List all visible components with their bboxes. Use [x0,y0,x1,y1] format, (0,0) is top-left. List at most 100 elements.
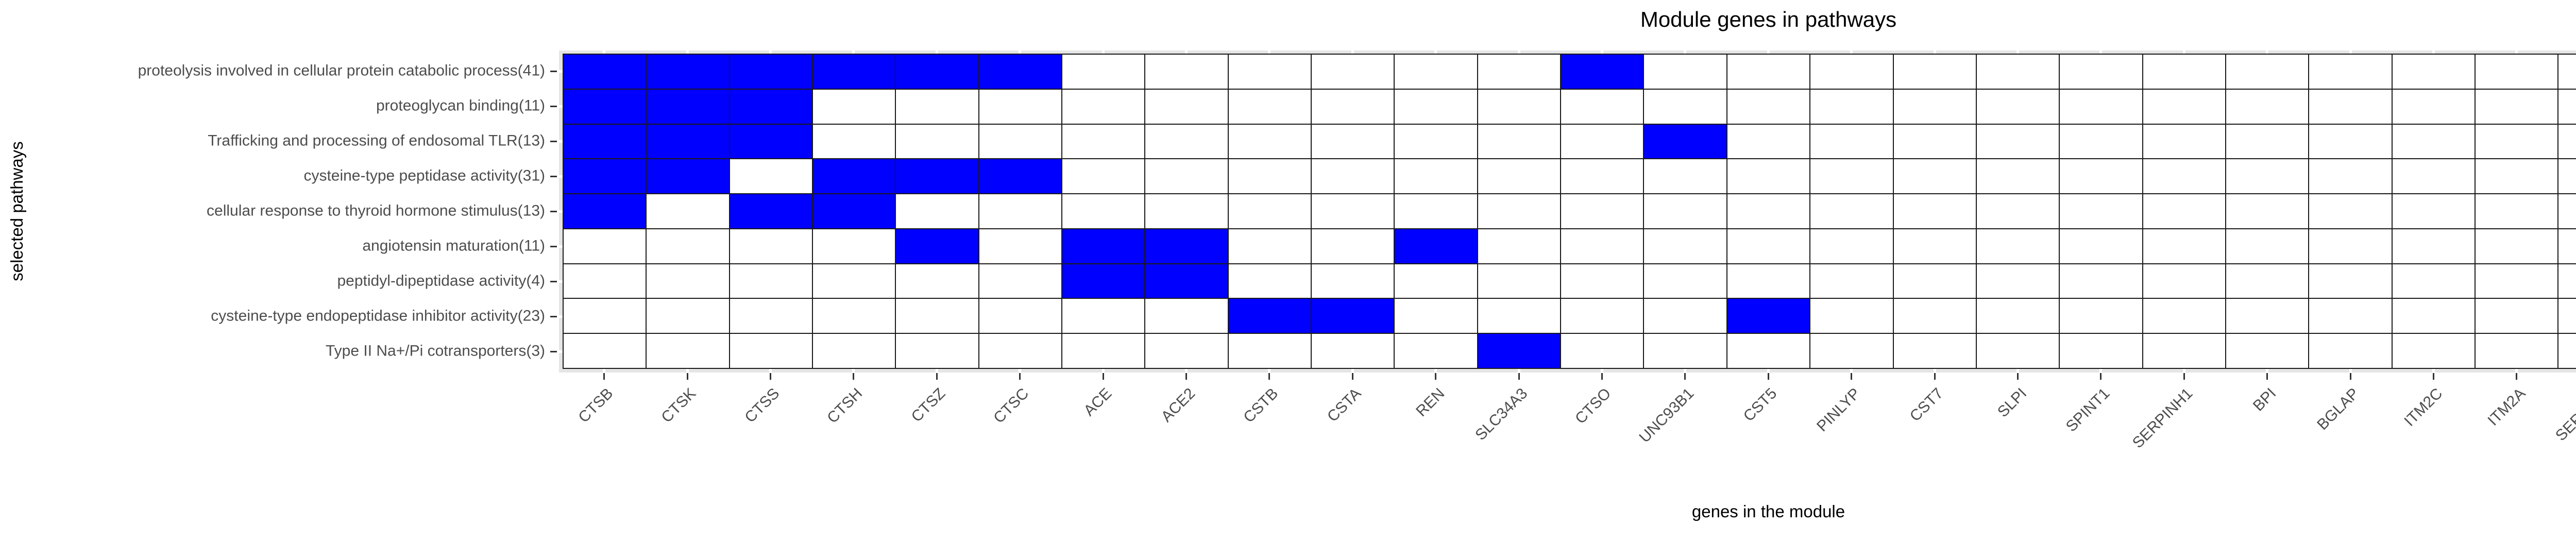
heatmap-cell [2225,194,2309,229]
heatmap-cell [1561,124,1644,159]
heatmap-cell [2225,89,2309,124]
heatmap-cell [978,298,1062,334]
heatmap-cell [1976,159,2060,194]
panel-gridline-notch [559,280,563,283]
x-tick [770,373,771,380]
heatmap-cell [2558,228,2576,264]
heatmap-cell [1561,54,1644,89]
heatmap-cell [2392,263,2475,299]
heatmap-cell [1810,298,1893,334]
y-tick-label: cellular response to thyroid hormone sti… [207,202,545,219]
heatmap-cell [646,54,730,89]
heatmap-cell [729,159,813,194]
panel-gridline-notch [1351,50,1354,54]
heatmap-cell [729,228,813,264]
heatmap-cell [1893,194,1976,229]
x-tick [1934,373,1936,380]
heatmap-cell [2392,124,2475,159]
heatmap-cell [2392,89,2475,124]
panel-gridline-notch [2099,50,2103,54]
heatmap-cell [1893,89,1976,124]
panel-gridline-notch [559,70,563,73]
x-tick [1019,373,1021,380]
heatmap-cell [729,194,813,229]
heatmap-cell [1893,298,1976,334]
heatmap-cell [1643,263,1727,299]
heatmap-cell [1477,124,1561,159]
heatmap-cell [2475,333,2558,368]
panel-gridline-notch [935,50,938,54]
heatmap-cell [2142,54,2226,89]
panel-gridline-notch [1684,50,1687,54]
heatmap-cell [812,263,896,299]
heatmap-cell [978,54,1062,89]
heatmap-cell [1311,194,1395,229]
y-tick-label: cysteine-type endopeptidase inhibitor ac… [211,307,545,325]
panel-gridline-notch [1933,369,1936,373]
panel-gridline-notch [1434,369,1437,373]
heatmap-cell [2225,54,2309,89]
x-tick [603,373,605,380]
heatmap-cell [1643,333,1727,368]
heatmap-cell [1810,54,1893,89]
heatmap-cell [1561,159,1644,194]
heatmap-cell [1145,194,1228,229]
heatmap-cell [1976,194,2060,229]
heatmap-cell [1976,228,2060,264]
heatmap-cell [2475,298,2558,334]
heatmap-cell [2142,89,2226,124]
panel-gridline-notch [1351,369,1354,373]
y-tick [550,70,557,72]
panel-gridline-notch [559,105,563,108]
y-axis-title: selected pathways [7,141,26,281]
heatmap-cell [1062,89,1145,124]
plot-panel [559,50,2576,373]
heatmap-cell [2475,89,2558,124]
heatmap-cell [1893,54,1976,89]
heatmap-cell [1561,333,1644,368]
y-tick [550,280,557,282]
heatmap-cell [1062,194,1145,229]
heatmap-cell [1394,298,1478,334]
y-tick [550,350,557,352]
heatmap-cell [2059,333,2143,368]
heatmap-cell [1145,159,1228,194]
heatmap-cell [2059,54,2143,89]
x-tick [686,373,688,380]
panel-gridline-notch [603,369,606,373]
x-tick [936,373,938,380]
panel-gridline-notch [1601,50,1603,54]
x-tick [2349,373,2351,380]
heatmap-cell [2309,89,2392,124]
heatmap-cell [978,228,1062,264]
heatmap-cell [563,194,647,229]
heatmap-cell [895,54,979,89]
heatmap-cell [1145,333,1228,368]
heatmap-cell [1145,124,1228,159]
y-tick-label: proteolysis involved in cellular protein… [138,62,545,79]
heatmap-cell [1228,89,1312,124]
heatmap-cell [812,89,896,124]
heatmap-cell [1976,333,2060,368]
x-tick [1518,373,1520,380]
heatmap-cell [2558,298,2576,334]
heatmap-cell [1394,124,1478,159]
heatmap-cell [1477,298,1561,334]
heatmap-cell [1228,228,1312,264]
heatmap-cell [1477,263,1561,299]
panel-gridline-notch [1434,50,1437,54]
heatmap-cell [1477,54,1561,89]
heatmap-cell [2142,124,2226,159]
heatmap-cell [1643,124,1727,159]
heatmap-cell [1228,263,1312,299]
heatmap-cell [2475,194,2558,229]
heatmap-cell [1976,298,2060,334]
heatmap-cell [2309,124,2392,159]
heatmap-cell [1228,159,1312,194]
heatmap-cell [2309,159,2392,194]
heatmap-cell [646,333,730,368]
heatmap-cell [978,194,1062,229]
heatmap-cell [1643,159,1727,194]
heatmap-cell [2475,124,2558,159]
